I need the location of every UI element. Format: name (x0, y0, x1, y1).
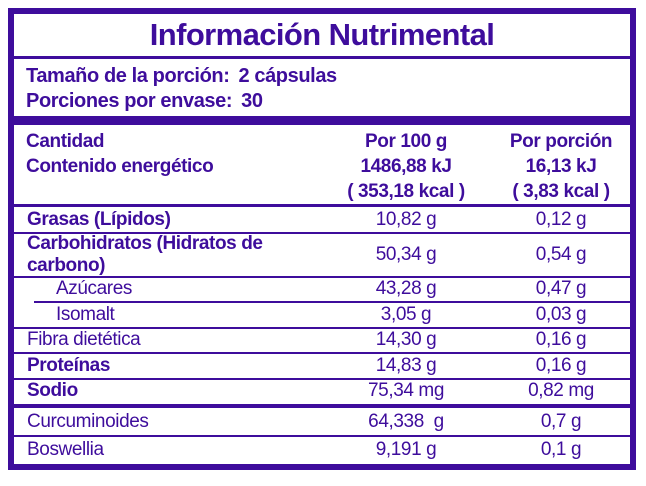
nutrient-per100: 3,05 g (380, 303, 432, 325)
nutrient-label: Sodio (27, 380, 78, 402)
nutrient-per100: 75,34 mg (367, 380, 445, 402)
energy-portion-kcal: ( 3,83 kcal ) (512, 180, 610, 202)
nutrient-label: Boswellia (27, 439, 104, 460)
per100-column-title: Por 100 g (365, 130, 447, 152)
page-title: Información Nutrimental (149, 17, 495, 52)
nutrient-per100: 14,30 g (375, 329, 437, 351)
nutrient-portion: 0,12 g (535, 208, 587, 230)
nutrient-portion: 0,54 g (535, 243, 587, 265)
nutrient-row: Carbohidratos (Hidratos de carbono) 50,3… (14, 231, 630, 277)
amount-column-title: Cantidad (26, 130, 105, 152)
nutrient-label: Isomalt (56, 303, 115, 325)
serving-size-value: 2 cápsulas (238, 65, 337, 87)
table-column-header: Cantidad Por 100 g Por porción Contenido… (14, 125, 630, 207)
nutrient-per100: 50,34 g (375, 243, 437, 265)
nutrient-row: Proteínas 14,83 g 0,16 g (14, 352, 630, 379)
energy-kcal-row: ( 353,18 kcal ) ( 3,83 kcal ) (14, 179, 630, 204)
nutrient-per100: 10,82 g (375, 208, 437, 230)
energy-label: Contenido energético (26, 155, 214, 177)
nutrient-per100: 14,83 g (375, 354, 437, 376)
extra-rows: Curcuminoides 64,338 g 0,7 g Boswellia 9… (14, 404, 630, 464)
nutrient-row: Azúcares 43,28 g 0,47 g (14, 275, 630, 303)
nutrient-per100: 9,191 g (375, 439, 437, 460)
nutrient-row: Fibra dietética 14,30 g 0,16 g (14, 326, 630, 354)
portion-column-title: Por porción (509, 130, 613, 152)
nutrient-portion: 0,03 g (535, 303, 587, 325)
column-titles-row: Cantidad Por 100 g Por porción (14, 129, 630, 154)
nutrient-row: Sodio 75,34 mg 0,82 mg (14, 377, 630, 405)
nutrient-portion: 0,1 g (540, 439, 582, 460)
nutrient-portion: 0,47 g (535, 278, 587, 300)
nutrient-label: Grasas (Lípidos) (27, 208, 171, 230)
servings-per-container-line: Porciones por envase: 30 (26, 89, 630, 114)
nutrient-portion: 0,16 g (535, 329, 587, 351)
nutrient-portion: 0,7 g (540, 411, 582, 432)
nutrient-label: Carbohidratos (Hidratos de carbono) (27, 232, 263, 276)
energy-per100-kcal: ( 353,18 kcal ) (347, 180, 465, 202)
nutrient-portion: 0,82 mg (528, 380, 594, 402)
nutrient-portion: 0,16 g (535, 354, 587, 376)
servings-per-container-label: Porciones por envase: (26, 90, 233, 112)
serving-info: Tamaño de la porción: 2 cápsulas Porcione… (14, 59, 630, 125)
servings-per-container-value: 30 (241, 90, 263, 112)
nutrient-label: Azúcares (56, 278, 133, 300)
nutrient-row: Boswellia 9,191 g 0,1 g (14, 435, 630, 464)
nutrient-row: Curcuminoides 64,338 g 0,7 g (14, 408, 630, 436)
nutrient-rows: Grasas (Lípidos) 10,82 g 0,12 g Carbohid… (14, 207, 630, 404)
nutrient-row: Isomalt 3,05 g 0,03 g (14, 301, 630, 328)
nutrient-row: Grasas (Lípidos) 10,82 g 0,12 g (14, 207, 630, 233)
nutrient-label: Curcuminoides (27, 411, 149, 432)
nutrient-label: Fibra dietética (27, 329, 141, 351)
energy-row: Contenido energético 1486,88 kJ 16,13 kJ (14, 154, 630, 179)
nutrient-label: Proteínas (27, 354, 110, 376)
nutrient-per100: 43,28 g (375, 278, 437, 300)
serving-size-label: Tamaño de la porción: (26, 65, 230, 87)
serving-size-line: Tamaño de la porción: 2 cápsulas (26, 64, 630, 89)
energy-portion-kj: 16,13 kJ (525, 155, 597, 177)
label-header: Información Nutrimental (14, 14, 630, 59)
nutrient-per100: 64,338 g (368, 411, 444, 432)
nutrition-label: Información Nutrimental Tamaño de la por… (8, 8, 636, 470)
energy-per100-kj: 1486,88 kJ (360, 155, 452, 177)
